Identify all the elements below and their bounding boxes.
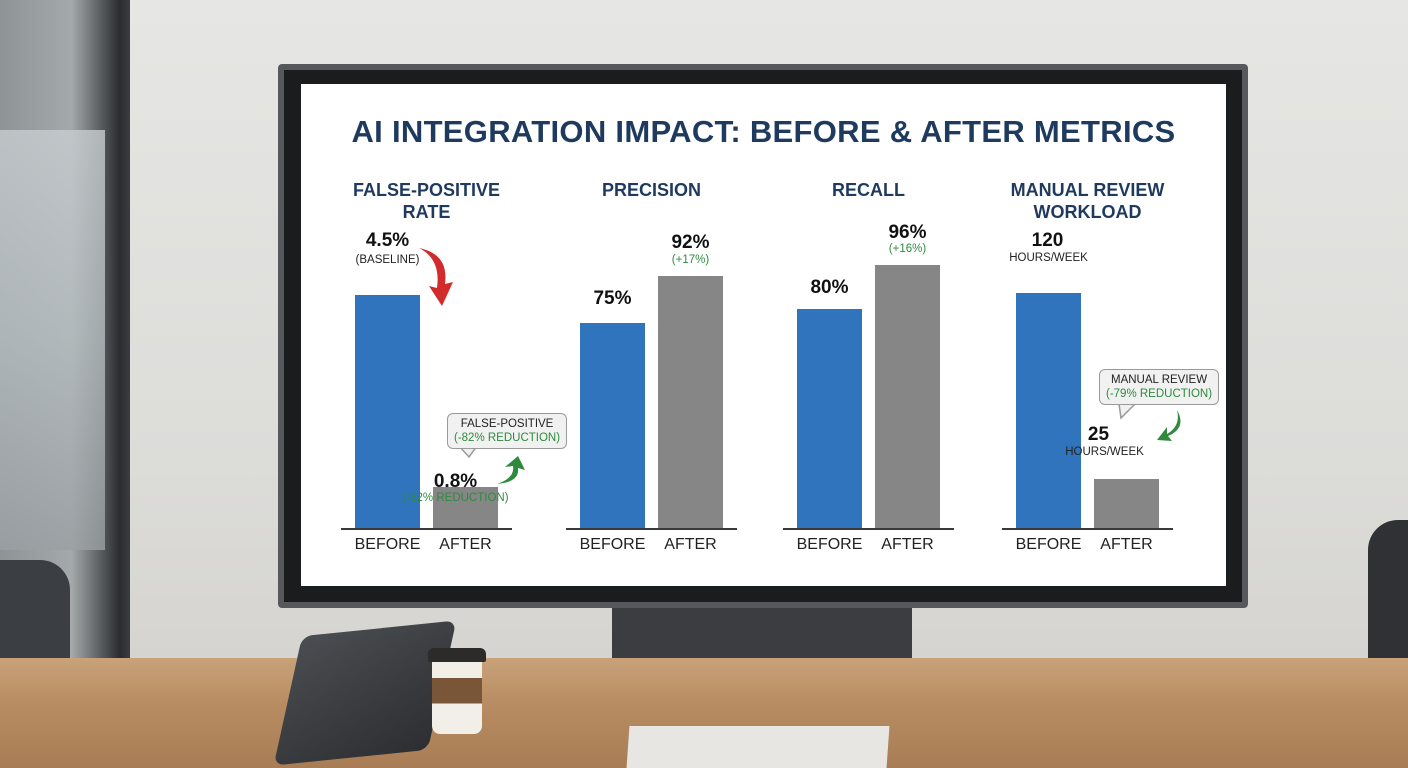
manual-review-workload-xlabel-before: BEFORE [1015, 536, 1082, 553]
recall-bar-after [875, 264, 940, 528]
manual-review-workload-title: MANUAL REVIEW WORKLOAD [996, 179, 1179, 223]
precision-bar-before [580, 322, 645, 528]
workload-before-value: 120 [1031, 230, 1064, 251]
recall-xlabel-before: BEFORE [796, 536, 863, 553]
precision-before-value: 75% [593, 288, 632, 309]
precision-xlabel-after: AFTER [664, 536, 717, 553]
fpr-before-sublabel: (BASELINE) [355, 254, 420, 266]
manual-review-workload-bar-after [1094, 479, 1159, 528]
workload-callout-line: MANUAL REVIEW [1111, 374, 1208, 386]
workload-after-value: 25 [1087, 424, 1110, 445]
fpr-callout-line: FALSE-POSITIVE [460, 418, 554, 430]
workload-after-sublabel: HOURS/WEEK [1065, 446, 1144, 458]
coffee-cup-lid [428, 648, 486, 662]
workload-callout-tail [1118, 403, 1136, 420]
precision-xlabel-before: BEFORE [579, 536, 646, 553]
slide-screen: AI INTEGRATION IMPACT: BEFORE & AFTER ME… [301, 84, 1226, 586]
recall-title-line: RECALL [832, 180, 905, 200]
office-window [0, 130, 105, 550]
manual-review-workload-bar-before [1016, 293, 1081, 528]
workload-before-sublabel: HOURS/WEEK [1009, 252, 1088, 264]
recall-axis [783, 528, 954, 530]
workload-reduction-callout: MANUAL REVIEW (-79% REDUCTION) [1099, 369, 1220, 405]
manual-review-workload-axis [1002, 528, 1173, 530]
coffee-cup [432, 654, 482, 734]
false-positive-rate-bar-after [433, 486, 498, 528]
decrease-arrow-icon [419, 248, 453, 306]
false-positive-rate-title: FALSE-POSITIVE RATE [335, 179, 518, 223]
recall-before-value: 80% [810, 277, 849, 298]
false-positive-rate-xlabel-before: BEFORE [354, 536, 421, 553]
precision-bar-after [658, 275, 723, 528]
false-positive-rate-title-line: RATE [402, 202, 451, 222]
fpr-after-value: 0.8% [433, 471, 478, 492]
fpr-after-sublabel: (-82% REDUCTION) [402, 492, 509, 504]
precision-title-line: PRECISION [601, 180, 702, 200]
false-positive-rate-title-line: FALSE-POSITIVE [352, 180, 501, 200]
false-positive-rate-axis [341, 528, 512, 530]
reduction-arrow-icon [1157, 410, 1181, 441]
precision-after-value: 92% [671, 232, 710, 253]
manual-review-workload-title-line: WORKLOAD [1033, 202, 1142, 222]
recall-xlabel-after: AFTER [881, 536, 934, 553]
false-positive-rate-bar-before [355, 295, 420, 528]
precision-after-sublabel: (+17%) [671, 254, 710, 266]
recall-after-value: 96% [888, 222, 927, 243]
recall-after-sublabel: (+16%) [888, 243, 927, 255]
precision-title: PRECISION [560, 179, 743, 201]
recall-title: RECALL [777, 179, 960, 201]
paper-sheet [626, 726, 890, 768]
workload-callout-line: (-79% REDUCTION) [1106, 388, 1213, 400]
chart-title: AI INTEGRATION IMPACT: BEFORE & AFTER ME… [351, 114, 1176, 149]
manual-review-workload-title-line: MANUAL REVIEW [1010, 180, 1165, 200]
false-positive-rate-xlabel-after: AFTER [439, 536, 492, 553]
manual-review-workload-xlabel-after: AFTER [1100, 536, 1153, 553]
fpr-reduction-callout: FALSE-POSITIVE (-82% REDUCTION) [447, 413, 568, 449]
precision-axis [566, 528, 737, 530]
monitor-stand [612, 606, 912, 660]
increase-arrow-icon [497, 456, 525, 484]
fpr-callout-line: (-82% REDUCTION) [454, 432, 561, 444]
fpr-before-value: 4.5% [365, 230, 410, 251]
recall-bar-before [797, 308, 862, 528]
